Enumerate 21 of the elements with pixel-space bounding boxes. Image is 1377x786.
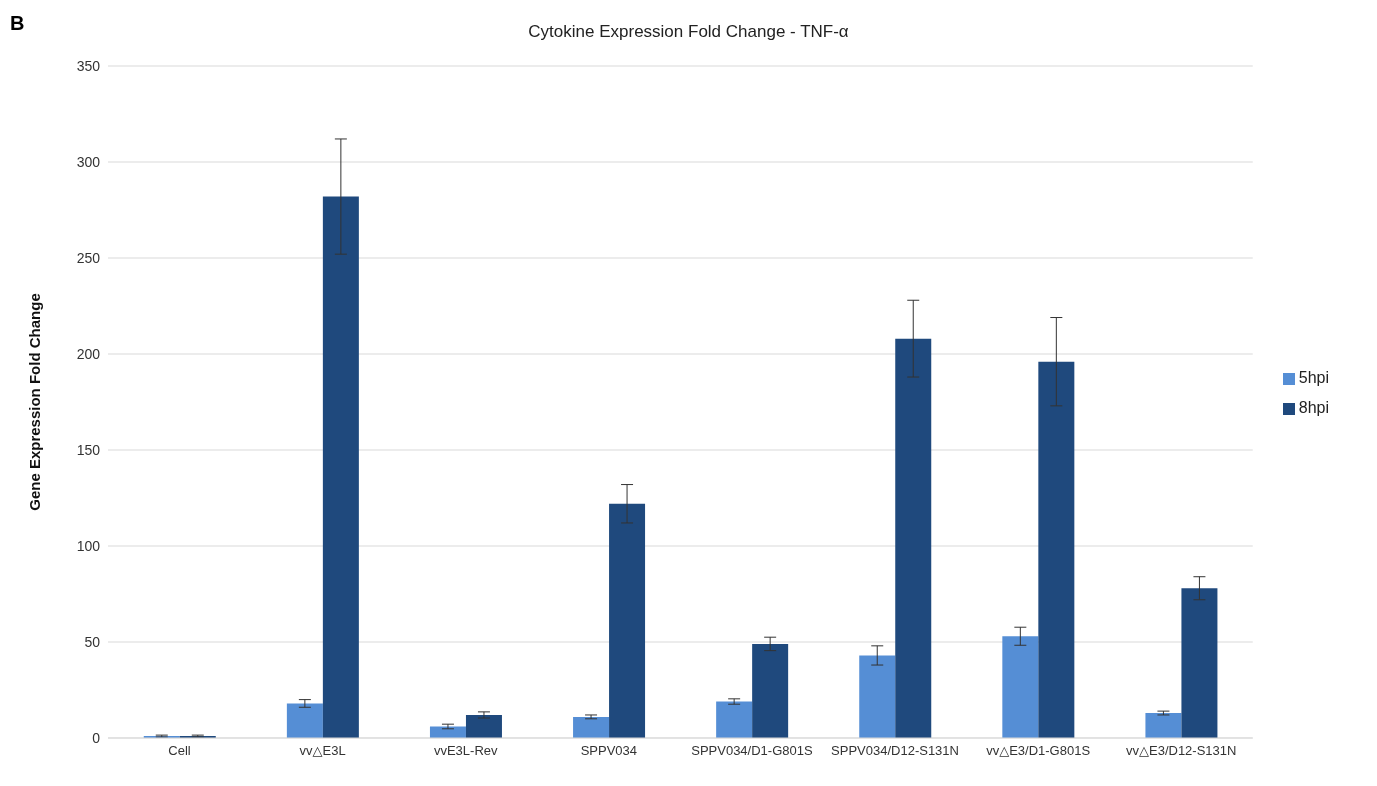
y-tick-label: 350 <box>76 57 101 74</box>
x-tick-label: Cell <box>168 743 191 759</box>
x-tick-label: vv△E3L <box>299 743 346 759</box>
x-tick-label: vv△E3/D1-G801S <box>986 743 1091 759</box>
y-tick-label: 0 <box>92 729 101 746</box>
x-tick-label: SPPV034/D1-G801S <box>691 743 813 759</box>
x-tick-label: SPPV034/D12-S131N <box>831 743 959 759</box>
x-tick-label: vvE3L-Rev <box>433 743 499 759</box>
y-tick-label: 150 <box>76 441 101 458</box>
legend-label: 5hpi <box>1298 369 1329 386</box>
text: B <box>10 12 25 35</box>
chart-title: Cytokine Expression Fold Change - TNF-α <box>528 22 849 41</box>
legend-label: 8hpi <box>1298 399 1329 416</box>
y-tick-label: 200 <box>76 345 101 362</box>
x-tick-label: vv△E3/D12-S131N <box>1125 743 1237 759</box>
y-tick-label: 300 <box>76 153 101 170</box>
y-tick-label: 250 <box>76 249 101 266</box>
y-tick-label: 50 <box>84 633 101 650</box>
y-axis-title: Gene Expression Fold Change <box>26 293 44 511</box>
x-tick-label: SPPV034 <box>580 743 638 759</box>
y-tick-label: 100 <box>76 537 101 554</box>
